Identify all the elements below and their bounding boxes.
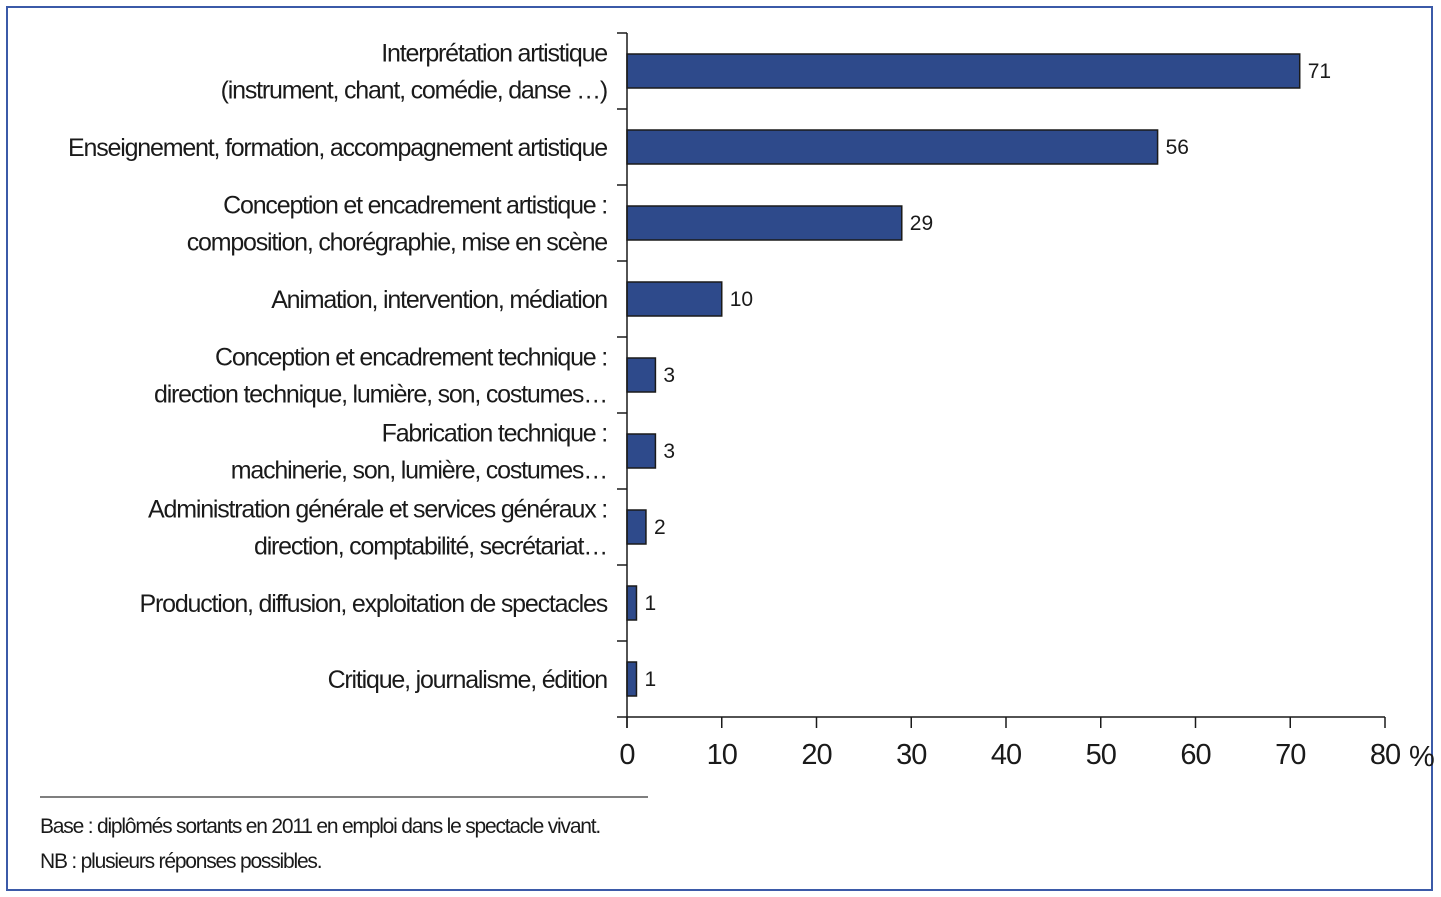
bars-group: [626, 53, 1301, 697]
value-label: 2: [654, 516, 666, 539]
category-label: machinerie, son, lumière, costumes…: [231, 457, 607, 485]
category-label: direction technique, lumière, son, costu…: [154, 381, 607, 409]
bar: [626, 585, 638, 621]
x-tick-label: 80: [1370, 739, 1400, 771]
value-labels: 71 56 29 10 3 3 2 1 1: [644, 60, 1331, 691]
category-label: Conception et encadrement artistique :: [223, 192, 607, 220]
bar: [626, 357, 657, 393]
bar: [626, 661, 638, 697]
value-label: 3: [663, 440, 675, 463]
category-label: Interprétation artistique: [381, 40, 607, 68]
category-label: Animation, intervention, médiation: [271, 286, 607, 314]
footnote-text: NB : plusieurs réponses possibles.: [40, 850, 321, 873]
bar: [626, 433, 657, 469]
bar: [626, 281, 723, 317]
footnotes: Base : diplômés sortants en 2011 en empl…: [40, 796, 648, 873]
value-label: 3: [663, 364, 675, 387]
footnote-text: Base : diplômés sortants en 2011 en empl…: [40, 815, 600, 838]
x-tick-label: 30: [896, 739, 926, 771]
category-label: direction, comptabilité, secrétariat…: [254, 533, 607, 561]
category-label: Critique, journalisme, édition: [328, 666, 608, 694]
axes-group: 0 10 20 30 40 50 60 70 80%: [617, 32, 1435, 773]
x-tick-label: 0: [619, 739, 634, 771]
value-label: 56: [1166, 136, 1189, 159]
x-axis-unit: %: [1409, 741, 1435, 773]
value-label: 29: [910, 212, 933, 235]
category-label: Fabrication technique :: [382, 420, 607, 448]
category-label: Enseignement, formation, accompagnement …: [68, 134, 607, 162]
x-tick-label: 50: [1086, 739, 1116, 771]
category-label: (instrument, chant, comédie, danse …): [221, 77, 607, 105]
x-tick-label: 70: [1275, 739, 1305, 771]
bar: [626, 129, 1159, 165]
x-tick-label: 40: [991, 739, 1021, 771]
value-label: 71: [1308, 60, 1331, 83]
bar: [626, 509, 647, 545]
value-label: 10: [730, 288, 753, 311]
category-label: composition, chorégraphie, mise en scène: [187, 229, 608, 257]
x-tick-label: 60: [1180, 739, 1210, 771]
category-label: Production, diffusion, exploitation de s…: [140, 590, 608, 618]
category-label: Conception et encadrement technique :: [215, 344, 607, 372]
value-label: 1: [644, 668, 656, 691]
x-tick-label: 20: [801, 739, 831, 771]
x-tick-label: 10: [707, 739, 737, 771]
bar: [626, 205, 903, 241]
bar: [626, 53, 1301, 89]
category-label: Administration générale et services géné…: [148, 496, 607, 524]
value-label: 1: [644, 592, 656, 615]
category-labels: Interprétation artistique (instrument, ch…: [68, 40, 609, 695]
